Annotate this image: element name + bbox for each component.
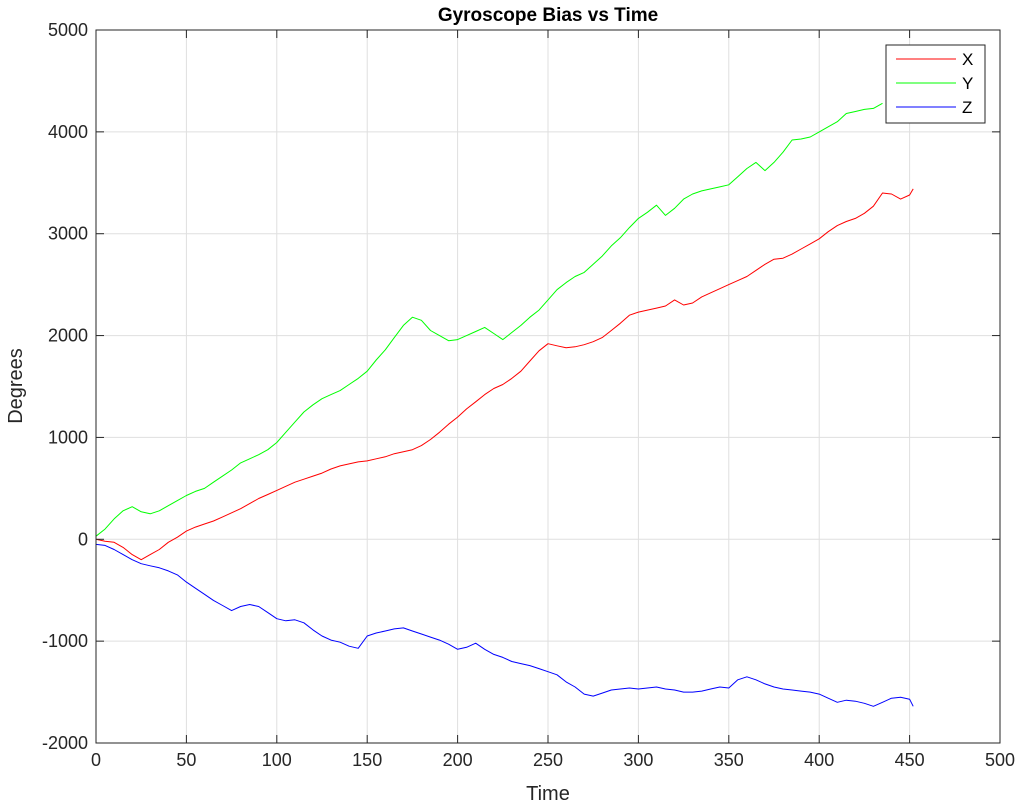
legend-label-y: Y: [962, 74, 973, 93]
y-tick-label: -1000: [42, 631, 88, 651]
x-tick-label: 200: [443, 750, 473, 770]
series-lines: [95, 102, 914, 707]
axis-ticks: 0 50 100 150 200 250 300 350 400 450 500 -2000 -1000…: [42, 20, 1015, 770]
legend-label-z: Z: [962, 98, 972, 117]
x-tick-label: 400: [804, 750, 834, 770]
y-tick-label: 0: [78, 529, 88, 549]
chart-title: Gyroscope Bias vs Time: [438, 5, 658, 26]
x-tick-label: 50: [176, 750, 196, 770]
series-line-y: [95, 102, 883, 537]
x-tick-label: 150: [352, 750, 382, 770]
x-tick-label: 450: [895, 750, 925, 770]
x-tick-label: 0: [91, 750, 101, 770]
x-tick-label: 250: [533, 750, 563, 770]
y-tick-label: 1000: [48, 427, 88, 447]
x-tick-label: 350: [714, 750, 744, 770]
y-tick-label: 4000: [48, 122, 88, 142]
legend-box: [885, 44, 986, 124]
y-axis-label: Degrees: [5, 348, 27, 424]
series-line-z: [95, 543, 914, 707]
grid-lines: [96, 30, 1000, 743]
x-axis-label: Time: [526, 783, 570, 805]
y-tick-label: 5000: [48, 20, 88, 40]
x-tick-label: 500: [985, 750, 1015, 770]
x-tick-label: 300: [623, 750, 653, 770]
legend-label-x: X: [962, 50, 973, 69]
x-tick-label: 100: [262, 750, 292, 770]
y-tick-label: 2000: [48, 326, 88, 346]
series-line-x: [95, 188, 914, 561]
legend: XYZ: [885, 44, 986, 124]
y-tick-label: 3000: [48, 224, 88, 244]
y-tick-label: -2000: [42, 733, 88, 753]
